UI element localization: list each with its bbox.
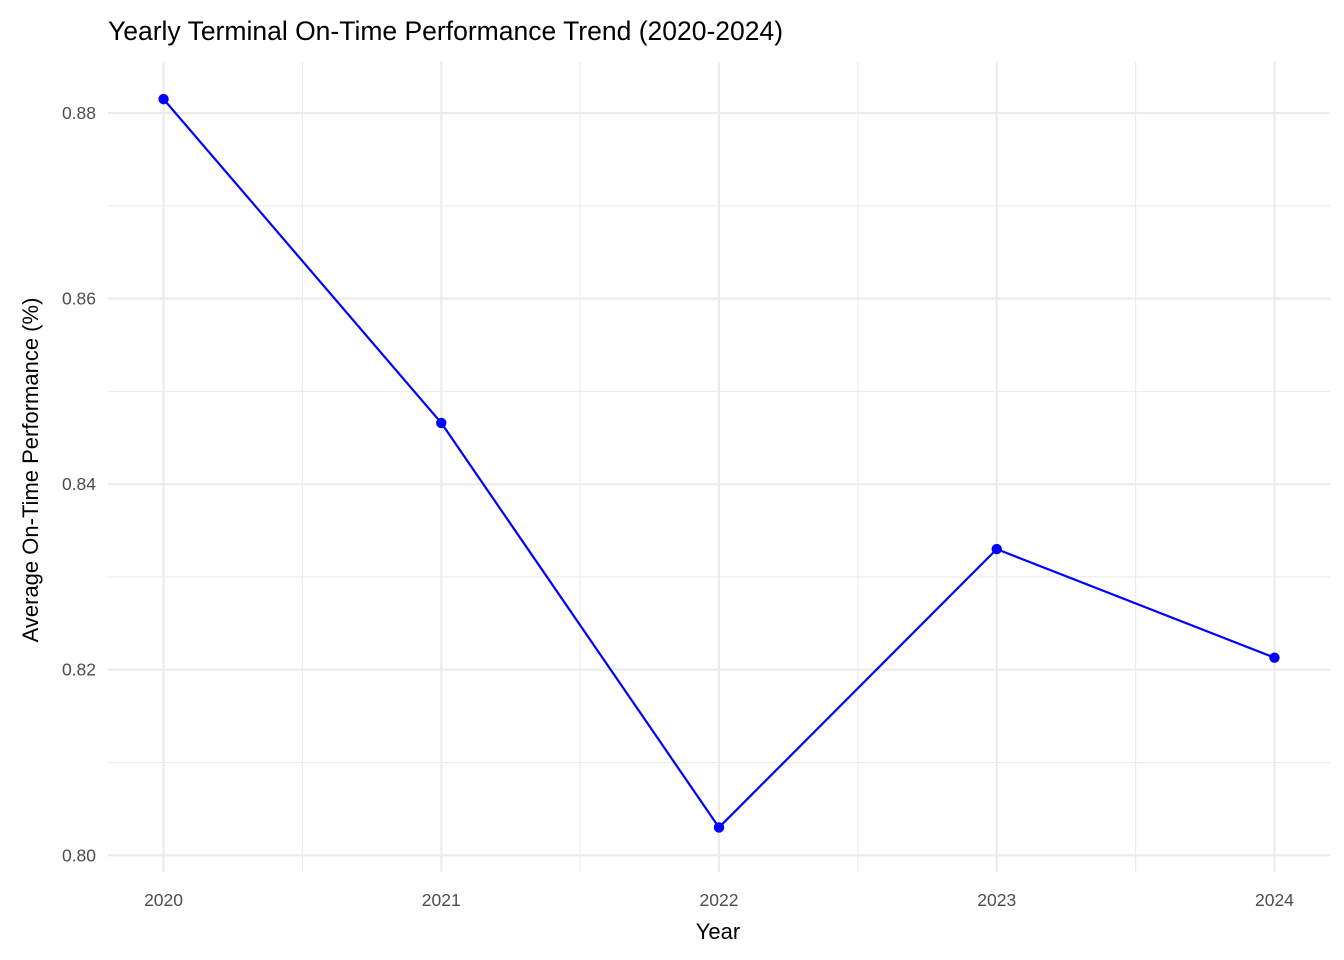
y-tick-label: 0.80 [62,845,96,865]
data-point [713,822,725,833]
y-axis-title: Average On-Time Performance (%) [18,298,43,643]
y-tick-label: 0.86 [62,289,96,309]
x-tick-label: 2022 [700,890,739,910]
x-axis-title: Year [696,919,740,944]
x-tick-label: 2021 [422,890,461,910]
y-tick-label: 0.88 [62,103,96,123]
x-tick-label: 2020 [144,890,183,910]
y-tick-label: 0.82 [62,660,96,680]
data-point [991,543,1002,555]
chart-title: Yearly Terminal On-Time Performance Tren… [108,16,783,46]
data-point [158,93,169,105]
y-tick-label: 0.84 [62,474,96,494]
x-axis-tick-labels: 2020 2021 2022 2023 2024 [144,890,1294,910]
data-point [436,417,447,429]
y-axis-tick-labels: 0.80 0.82 0.84 0.86 0.88 [62,103,96,865]
x-tick-label: 2024 [1255,890,1294,910]
series-layer [158,93,1280,833]
grid-lines [108,62,1330,872]
data-point [1269,652,1280,663]
x-tick-label: 2023 [977,890,1016,910]
